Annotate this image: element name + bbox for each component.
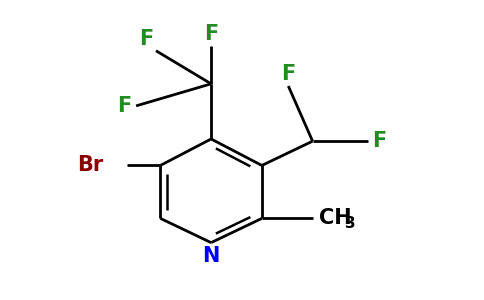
Text: F: F [281,64,295,84]
Text: F: F [372,131,386,151]
Text: F: F [118,96,132,116]
Text: F: F [204,24,218,44]
Text: 3: 3 [345,216,355,231]
Text: F: F [139,28,154,49]
Text: N: N [202,246,220,266]
Text: CH: CH [319,208,352,228]
Text: Br: Br [77,155,103,176]
